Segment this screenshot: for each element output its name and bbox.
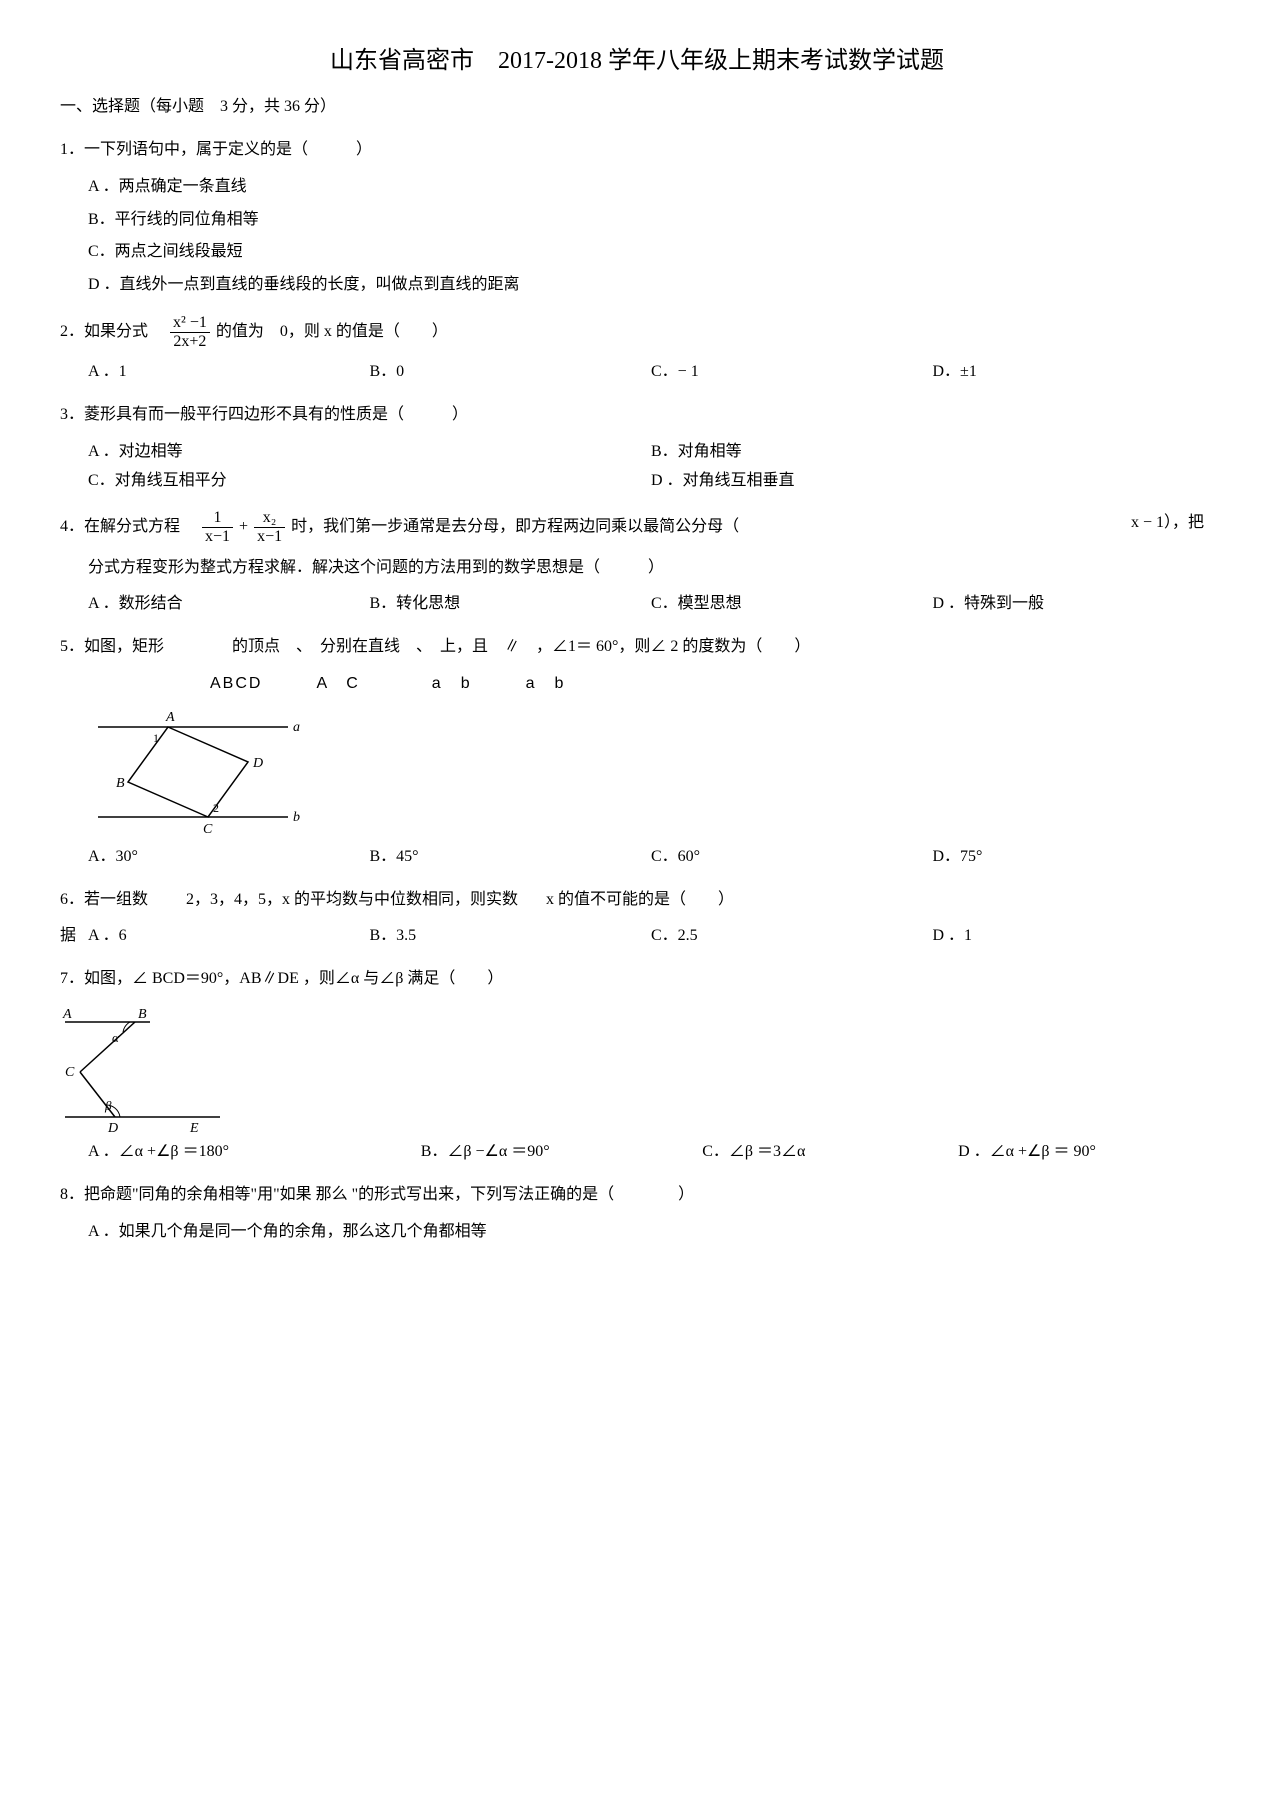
q3-option-b: B．对角相等 xyxy=(651,438,1214,467)
q5-label-C: C xyxy=(203,822,213,837)
q3-option-a: A ．对边相等 xyxy=(88,438,651,467)
q2-frac-den: 2x+2 xyxy=(170,333,210,351)
q2-option-a: A ．1 xyxy=(88,358,370,387)
q4-frac1-den: x−1 xyxy=(202,528,233,546)
q4-post1: 时，我们第一步通常是去分母，即方程两边同乘以最简公分母（ xyxy=(291,518,739,535)
q6-option-d: D ．1 xyxy=(933,922,1215,951)
q6-mid: 2，3，4，5，x 的平均数与中位数相同，则实数 xyxy=(186,891,518,908)
q5-label-A: A xyxy=(165,710,175,725)
q7-option-b: B．∠β −∠α ＝90° xyxy=(421,1138,703,1167)
q5-option-a: A．30° xyxy=(88,843,370,872)
q1-text: 1．一下列语句中，属于定义的是（ ） xyxy=(60,136,1214,165)
question-1: 1．一下列语句中，属于定义的是（ ） A ．两点确定一条直线 B．平行线的同位角… xyxy=(60,136,1214,300)
q5-figure: A B C D 1 2 a b xyxy=(88,707,1214,837)
q1-option-b: B．平行线的同位角相等 xyxy=(88,206,1214,235)
q6-option-a: A ．6 xyxy=(88,922,370,951)
section-1-header: 一、选择题（每小题 3 分，共 36 分） xyxy=(60,93,1214,122)
q4-frac2-den: x−1 xyxy=(254,528,285,546)
page-title: 山东省高密市 2017-2018 学年八年级上期末考试数学试题 xyxy=(60,40,1214,83)
q7-label-A: A xyxy=(62,1007,72,1022)
q7-label-alpha: α xyxy=(112,1030,120,1045)
q6-option-c: C．2.5 xyxy=(651,922,933,951)
question-5: 5．如图，矩形 的顶点 、 分别在直线 、 上，且 ∥ ，∠1＝ 60°，则∠ … xyxy=(60,633,1214,871)
q4-option-c: C．模型思想 xyxy=(651,590,933,619)
q2-option-d: D．±1 xyxy=(933,358,1215,387)
q3-option-c: C．对角线互相平分 xyxy=(88,467,651,496)
q7-text: 7．如图，∠ BCD＝90°，AB∥DE ，则∠α 与∠β 满足（ ） xyxy=(60,965,1214,994)
q4-frac2: x₂ x−1 xyxy=(254,509,285,545)
q3-option-d: D ．对角线互相垂直 xyxy=(651,467,1214,496)
q4-option-a: A ．数形结合 xyxy=(88,590,370,619)
q5-line1b: 的顶点 、 分别在直线 、 上，且 ∥ ，∠1＝ 60°，则∠ 2 的度数为（ … xyxy=(232,638,810,655)
q7-label-C: C xyxy=(65,1065,75,1080)
q4-mid: + xyxy=(239,518,248,535)
q2-option-b: B．0 xyxy=(370,358,652,387)
q1-option-d: D ．直线外一点到直线的垂线段的长度，叫做点到直线的距离 xyxy=(88,271,1214,300)
q2-option-c: C．− 1 xyxy=(651,358,933,387)
q7-option-d: D ．∠α +∠β ＝ 90° xyxy=(958,1138,1214,1167)
q6-pre: 6．若一组数 xyxy=(60,891,148,908)
q7-label-B: B xyxy=(138,1007,147,1022)
q4-option-d: D ．特殊到一般 xyxy=(933,590,1215,619)
q6-line2pre: 据 xyxy=(60,922,88,951)
q1-option-c: C．两点之间线段最短 xyxy=(88,238,1214,267)
q5-option-b: B．45° xyxy=(370,843,652,872)
q4-frac2-num: x₂ xyxy=(254,509,285,528)
q7-option-c: C．∠β ＝3∠α xyxy=(702,1138,958,1167)
question-3: 3．菱形具有而一般平行四边形不具有的性质是（ ） A ．对边相等 B．对角相等 … xyxy=(60,401,1214,495)
q2-text: 2．如果分式 x² −1 2x+2 的值为 0，则 x 的值是（ ） xyxy=(60,314,1214,350)
q4-text: 4．在解分式方程 1 x−1 + x₂ x−1 时，我们第一步通常是去分母，即方… xyxy=(60,509,1214,545)
q5-label-a: a xyxy=(293,720,300,735)
q4-pre: 4．在解分式方程 xyxy=(60,518,196,535)
q7-figure: A B C D E α β xyxy=(60,1002,1214,1132)
q5-label-B: B xyxy=(116,776,125,791)
question-2: 2．如果分式 x² −1 2x+2 的值为 0，则 x 的值是（ ） A ．1 … xyxy=(60,314,1214,387)
question-8: 8．把命题"同角的余角相等"用"如果 那么 "的形式写出来，下列写法正确的是（ … xyxy=(60,1181,1214,1247)
q5-option-d: D．75° xyxy=(933,843,1215,872)
q7-label-D: D xyxy=(107,1121,118,1132)
q1-option-a: A ．两点确定一条直线 xyxy=(88,173,1214,202)
q7-label-beta: β xyxy=(104,1098,112,1113)
q5-option-c: C．60° xyxy=(651,843,933,872)
q4-frac1: 1 x−1 xyxy=(202,509,233,545)
q7-option-a: A ．∠α +∠β ＝180° xyxy=(88,1138,421,1167)
q8-option-a: A ．如果几个角是同一个角的余角，那么这几个角都相等 xyxy=(88,1218,1214,1247)
q2-frac-num: x² −1 xyxy=(170,314,210,333)
q6-post: x 的值不可能的是（ ） xyxy=(546,891,734,908)
q4-line2: 分式方程变形为整式方程求解．解决这个问题的方法用到的数学思想是（ ） xyxy=(60,554,1214,583)
question-6: 6．若一组数 2，3，4，5，x 的平均数与中位数相同，则实数 x 的值不可能的… xyxy=(60,886,1214,952)
q5-label-D: D xyxy=(252,756,263,771)
q2-post: 的值为 0，则 x 的值是（ ） xyxy=(216,323,448,340)
q4-option-b: B．转化思想 xyxy=(370,590,652,619)
q5-label-b: b xyxy=(293,810,300,825)
q5-line1: 5．如图，矩形 的顶点 、 分别在直线 、 上，且 ∥ ，∠1＝ 60°，则∠ … xyxy=(60,633,1214,662)
q6-option-b: B．3.5 xyxy=(370,922,652,951)
q5-label-2: 2 xyxy=(213,801,219,815)
question-4: 4．在解分式方程 1 x−1 + x₂ x−1 时，我们第一步通常是去分母，即方… xyxy=(60,509,1214,619)
q8-text: 8．把命题"同角的余角相等"用"如果 那么 "的形式写出来，下列写法正确的是（ … xyxy=(60,1181,1214,1210)
q6-text: 6．若一组数 2，3，4，5，x 的平均数与中位数相同，则实数 x 的值不可能的… xyxy=(60,886,1214,915)
q5-line1a: 5．如图，矩形 xyxy=(60,638,164,655)
question-7: 7．如图，∠ BCD＝90°，AB∥DE ，则∠α 与∠β 满足（ ） A B … xyxy=(60,965,1214,1167)
q3-text: 3．菱形具有而一般平行四边形不具有的性质是（ ） xyxy=(60,401,1214,430)
q4-frac1-num: 1 xyxy=(202,509,233,528)
q7-label-E: E xyxy=(189,1121,199,1132)
q5-line2: ABCD A C a b a b xyxy=(60,670,1214,699)
q4-post2: x − 1），把 xyxy=(1131,509,1204,538)
q5-label-1: 1 xyxy=(153,731,159,745)
q2-pre: 2．如果分式 xyxy=(60,323,164,340)
q2-fraction: x² −1 2x+2 xyxy=(170,314,210,350)
